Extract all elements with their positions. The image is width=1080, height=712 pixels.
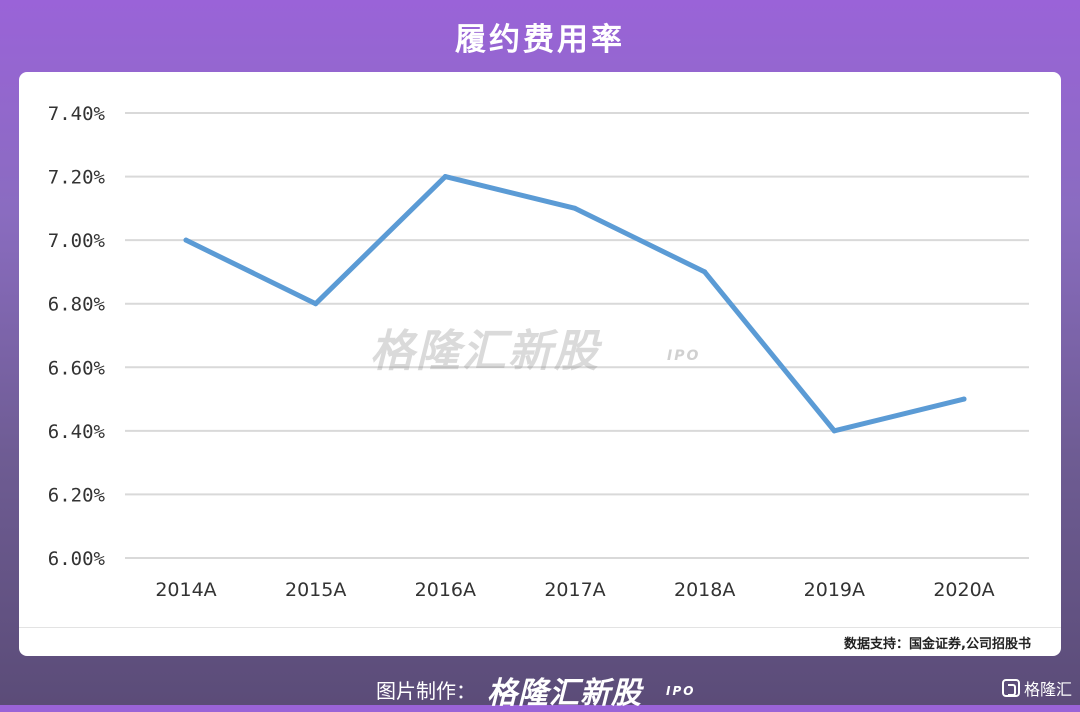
watermark-sub: IPO [667, 348, 701, 364]
corner-logo: 格隆汇 [1001, 676, 1072, 700]
watermark-text: 格隆汇新股 [370, 326, 600, 377]
x-tick-label: 2019A [804, 579, 865, 601]
chart-card: 6.00% 6.20% 6.40% 6.60% 6.80% 7.00% 7.20% 7.40%… [19, 72, 1061, 656]
x-tick-label: 2020A [933, 579, 994, 601]
data-point [961, 396, 967, 402]
footer: 图片制作： 格隆汇新股 IPO 格隆汇 [0, 665, 1080, 711]
x-tick-label: 2016A [415, 579, 476, 601]
footer-label: 图片制作： [376, 679, 476, 703]
data-point [183, 237, 189, 243]
y-tick-label: 7.20% [48, 167, 106, 189]
divider [19, 627, 1061, 628]
x-tick-label: 2015A [285, 579, 346, 601]
x-tick-label: 2017A [544, 579, 605, 601]
data-point [702, 269, 708, 275]
chart-title: 履约费用率 [455, 22, 625, 58]
line-chart: 6.00% 6.20% 6.40% 6.60% 6.80% 7.00% 7.20% 7.40%… [48, 103, 1029, 601]
y-tick-label: 6.00% [48, 548, 106, 570]
corner-logo-text: 格隆汇 [1023, 680, 1072, 699]
y-tick-label: 7.00% [48, 230, 106, 252]
y-tick-label: 6.60% [48, 357, 106, 379]
data-source: 数据支持：国金证券,公司招股书 [844, 637, 1031, 652]
data-point [831, 428, 837, 434]
x-tick-label: 2014A [155, 579, 216, 601]
x-tick-label: 2018A [674, 579, 735, 601]
data-point [313, 301, 319, 307]
brand-logo-icon [1001, 679, 1020, 697]
y-tick-label: 7.40% [48, 103, 106, 125]
y-tick-label: 6.20% [48, 484, 106, 506]
y-tick-label: 6.40% [48, 421, 106, 443]
footer-brand: 格隆汇新股 [487, 676, 642, 711]
footer-brand-sub: IPO [666, 684, 696, 698]
data-point [572, 205, 578, 211]
y-tick-label: 6.80% [48, 294, 106, 316]
data-point [442, 174, 448, 180]
